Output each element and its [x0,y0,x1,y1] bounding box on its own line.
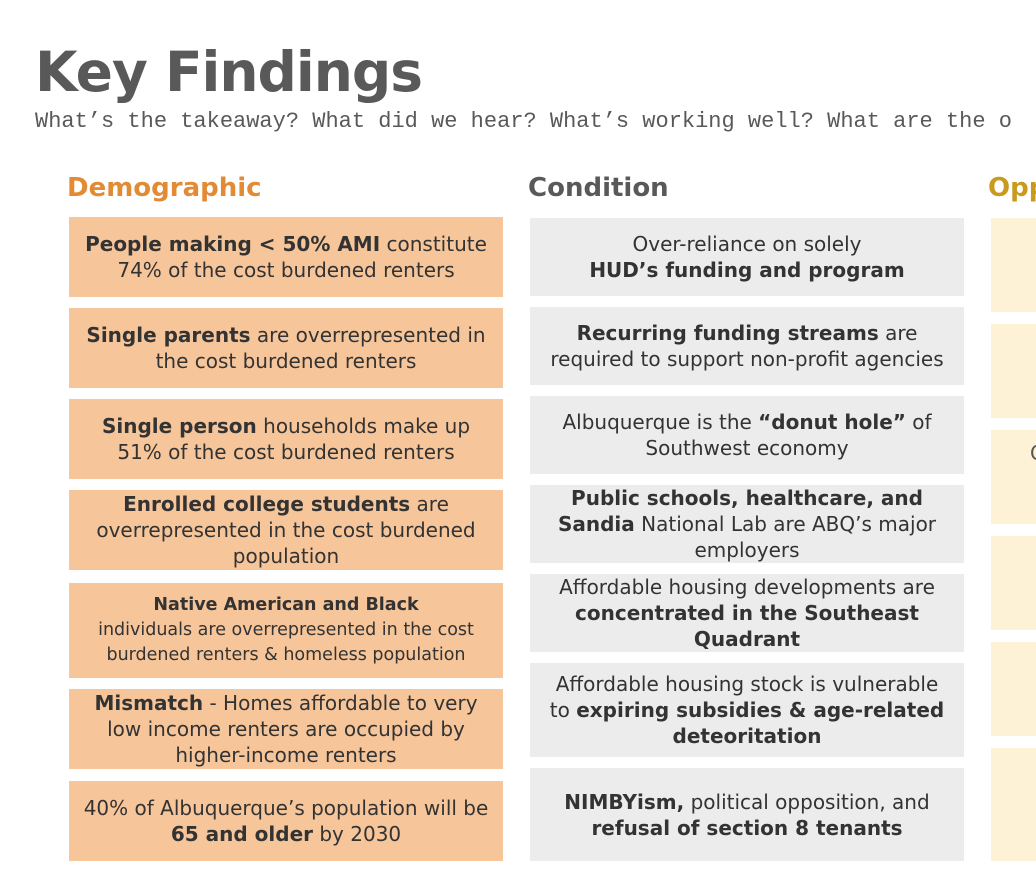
card-bold-text: 65 and older [170,822,313,846]
card-bold-text: refusal of section 8 tenants [591,815,903,840]
card-text: 40% of Albuquerque’s population will be [83,796,489,820]
card-text: - Homes affordable to very low income re… [107,691,478,767]
card-text: Over-reliance on solely [632,232,862,256]
card-bold-text: Single parents [86,323,251,347]
demographic-card: Mismatch - Homes affordable to very low … [69,689,503,769]
card-text: by 2030 [313,822,402,846]
card-text: Affordable housing developments are [559,575,935,599]
card-bold-text: Single person [101,414,257,438]
condition-card: NIMBYism, political opposition, and refu… [530,768,964,861]
condition-card: Affordable housing developments are conc… [530,574,964,652]
card-text: are overrepresented in the cost burdened… [96,492,476,568]
card-bold-text: Recurring funding streams [576,321,879,345]
card-bold-text: Enrolled college students [123,492,411,516]
opportunity-column-header: Opp [988,173,1036,203]
card-text: Affordable housing stock is vulnerable t… [549,672,939,722]
demographic-card: 40% of Albuquerque’s population will be … [69,781,503,861]
condition-card: Public schools, healthcare, and Sandia N… [530,485,964,563]
card-bold-text: Native American and Black [153,595,419,615]
demographic-card: Enrolled college students are overrepres… [69,490,503,570]
card-bold-text: Mismatch [94,691,204,715]
opportunity-card [991,642,1036,736]
opportunity-card [991,324,1036,418]
demographic-card: Native American and Black individuals are… [69,583,503,678]
opportunity-card [991,536,1036,630]
card-bold-text: People making < 50% AMI [85,232,381,256]
card-bold-text: “donut hole” [758,410,906,434]
demographic-card: Single parents are overrepresented in th… [69,308,503,388]
opportunity-card [991,430,1036,524]
demographic-card: People making < 50% AMI constitute 74% o… [69,217,503,297]
condition-card: Recurring funding streams are required t… [530,307,964,385]
opportunity-card [991,218,1036,312]
opportunity-card-text-fragment: C [1030,441,1036,465]
card-text: constitute 74% of the cost burdened rent… [117,232,487,282]
card-text: Albuquerque is the [562,410,759,434]
page-subtitle: What’s the takeaway? What did we hear? W… [35,109,1012,134]
card-bold-text: HUD’s funding and program [589,258,905,282]
card-text: National Lab are ABQ’s major employers [634,512,937,562]
demographic-column-header: Demographic [67,173,262,203]
card-text: are overrepresented in the cost burdened… [155,323,486,373]
demographic-card: Single person households make up 51% of … [69,399,503,479]
card-bold-text: expiring subsidies & age-related deteori… [576,698,945,748]
opportunity-card [991,748,1036,861]
condition-card: Over-reliance on solely HUD’s funding and… [530,218,964,296]
card-bold-text: Public schools, healthcare, and Sandia [557,486,923,536]
card-bold-text: NIMBYism, [564,789,685,814]
card-text: households make up 51% of the cost burde… [117,414,471,464]
card-text: are required to support non-profit agenc… [550,321,944,371]
card-text: political opposition, and [684,789,930,814]
card-bold-text: concentrated in the Southeast Quadrant [575,601,919,651]
page-title: Key Findings [35,40,423,104]
card-text: of Southwest economy [645,410,932,460]
card-text: individuals are overrepresented in the c… [98,620,474,665]
condition-card: Albuquerque is the “donut hole” of South… [530,396,964,474]
condition-column-header: Condition [528,173,669,203]
condition-card: Affordable housing stock is vulnerable t… [530,663,964,757]
